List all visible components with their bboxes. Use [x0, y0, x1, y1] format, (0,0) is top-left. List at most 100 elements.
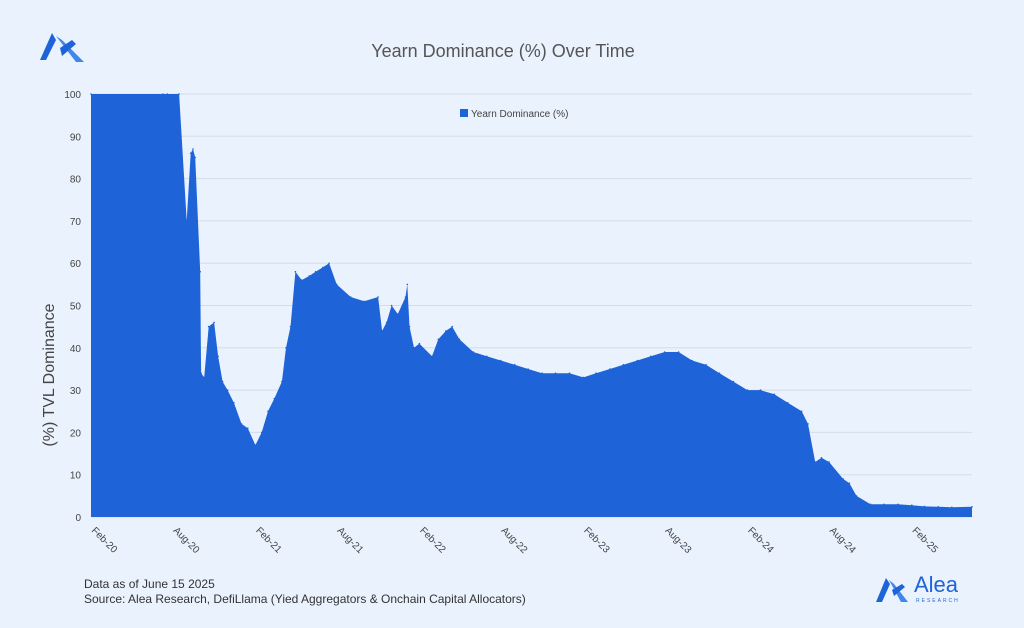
data-point	[281, 380, 283, 383]
data-point	[458, 338, 461, 341]
data-point	[285, 347, 287, 349]
data-point	[90, 93, 92, 95]
source-note: Source: Alea Research, DefiLlama (Yied A…	[84, 592, 526, 606]
data-point	[445, 330, 447, 332]
x-tick-label: Aug-21	[335, 525, 366, 556]
y-tick-label: 10	[70, 471, 82, 482]
x-tick-label: Aug-24	[827, 525, 858, 556]
x-tick-label: Aug-23	[663, 525, 694, 556]
data-point	[732, 380, 735, 383]
y-tick-label: 100	[64, 90, 81, 101]
y-tick-label: 80	[70, 175, 82, 186]
data-point	[807, 423, 809, 425]
data-point	[848, 482, 851, 485]
legend-swatch	[460, 109, 468, 117]
data-point	[213, 321, 215, 324]
data-point	[413, 347, 415, 349]
data-point	[349, 296, 352, 298]
y-tick-label: 40	[70, 344, 82, 355]
x-tick-label: Feb-25	[910, 525, 940, 555]
y-tick-label: 0	[75, 513, 81, 524]
data-point	[937, 506, 940, 508]
data-point	[759, 389, 762, 391]
data-point	[166, 93, 169, 95]
data-point	[636, 359, 639, 362]
data-point	[226, 389, 229, 391]
data-point	[267, 410, 269, 413]
data-point	[437, 338, 440, 341]
y-tick-label: 30	[70, 386, 82, 397]
data-point	[527, 368, 529, 370]
brand-name: Alea	[914, 572, 959, 597]
data-point	[254, 444, 257, 446]
data-point	[363, 300, 366, 303]
x-tick-label: Aug-20	[171, 525, 202, 556]
data-point	[240, 423, 243, 425]
data-point	[923, 505, 926, 508]
data-point	[418, 342, 421, 345]
data-point	[200, 372, 202, 375]
data-point	[408, 325, 411, 328]
data-point	[650, 355, 652, 358]
data-point	[273, 397, 276, 400]
data-point	[897, 503, 899, 506]
legend: Yearn Dominance (%)	[460, 109, 568, 120]
data-point	[335, 283, 338, 286]
data-point	[554, 372, 557, 375]
data-point	[385, 321, 388, 324]
data-point	[203, 376, 205, 379]
footer: Data as of June 15 2025 Source: Alea Res…	[84, 577, 526, 607]
data-point	[718, 372, 721, 375]
series-area-yearn-dominance	[91, 94, 972, 517]
data-point	[381, 330, 383, 332]
data-point	[314, 270, 317, 273]
data-point	[397, 313, 399, 315]
data-point	[185, 220, 188, 222]
data-point	[842, 478, 844, 480]
data-point	[541, 372, 543, 375]
data-point	[294, 270, 297, 273]
y-tick-label: 90	[70, 132, 82, 143]
x-tick-label: Feb-24	[745, 525, 775, 555]
data-point	[691, 359, 693, 362]
data-point	[300, 279, 303, 281]
alea-logo-icon	[40, 33, 84, 62]
chart-title: Yearn Dominance (%) Over Time	[371, 41, 634, 61]
data-point	[221, 380, 224, 383]
data-point	[869, 503, 872, 506]
data-point	[178, 93, 180, 95]
data-point	[883, 503, 885, 506]
data-point	[247, 427, 249, 430]
data-point	[472, 351, 475, 353]
data-point	[404, 296, 407, 298]
data-point	[328, 262, 330, 265]
alea-brand-icon	[876, 578, 908, 602]
brand-tagline: RESEARCH	[916, 598, 960, 604]
data-point	[568, 372, 571, 375]
y-tick-label: 70	[70, 217, 82, 228]
x-tick-label: Feb-23	[581, 525, 611, 555]
y-tick-label: 20	[70, 428, 82, 439]
data-point	[217, 355, 219, 358]
data-point	[390, 304, 393, 307]
data-point	[192, 148, 194, 150]
data-point	[595, 372, 597, 375]
y-axis-label: (%) TVL Dominance	[41, 303, 58, 446]
data-point	[207, 325, 210, 328]
data-point	[194, 156, 196, 159]
brand-logo: Alea RESEARCH	[874, 572, 984, 606]
data-date-note: Data as of June 15 2025	[84, 577, 215, 591]
data-point	[663, 351, 666, 353]
x-tick-label: Feb-21	[253, 525, 283, 555]
data-point	[308, 275, 311, 277]
data-point	[677, 351, 680, 353]
data-point	[289, 325, 292, 328]
data-point	[377, 296, 379, 298]
data-point	[199, 270, 201, 273]
data-point	[609, 368, 611, 370]
data-point	[705, 363, 707, 366]
data-point	[814, 461, 816, 463]
x-tick-label: Feb-22	[417, 525, 447, 555]
data-point	[260, 431, 263, 434]
